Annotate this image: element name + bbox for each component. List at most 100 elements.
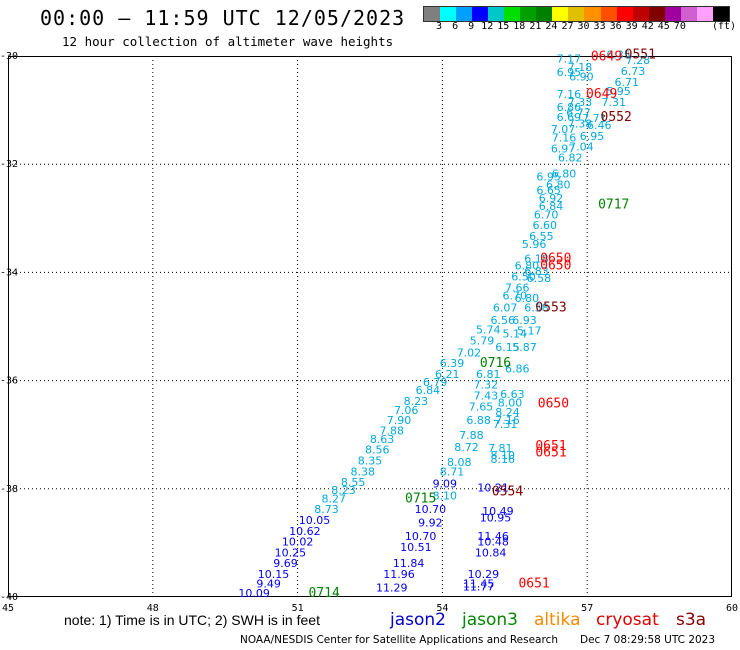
wave-height-label: 6.83	[524, 265, 549, 278]
wave-height-label: 7.04	[569, 141, 594, 154]
wave-height-label: 6.90	[569, 70, 594, 83]
legend-note: note: 1) Time is in UTC; 2) SWH is in fe…	[64, 612, 320, 628]
color-scale-ticks: 3 6 9 12 15 18 21 24 27 30 33 36 39 42 45 70	[423, 21, 728, 33]
pass-time-label: 0650	[540, 259, 571, 274]
pass-time-label: 0716	[480, 356, 511, 371]
satellite-s3a: s3a	[676, 610, 707, 630]
wave-height-label: 7.16	[557, 88, 582, 101]
wave-height-label: 6.71	[615, 76, 640, 89]
wave-height-label: 8.63	[370, 433, 395, 446]
wave-height-label: 7.43	[474, 390, 499, 403]
wave-height-label: 6.15	[495, 341, 520, 354]
wave-height-label: 7.02	[457, 346, 482, 359]
wave-height-label: 10.25	[275, 546, 307, 559]
wave-height-label: 8.72	[454, 441, 479, 454]
color-swatch	[584, 7, 601, 21]
map-plot-area	[8, 56, 732, 597]
wave-height-label: 7.90	[387, 414, 412, 427]
wave-height-label: 6.97	[551, 142, 576, 155]
lon-axis-label: 57	[581, 603, 593, 614]
wave-height-label: 10.49	[482, 505, 514, 518]
wave-height-label: 6.46	[587, 119, 612, 132]
wave-height-label: 7.18	[568, 61, 593, 74]
wave-height-label: 6.56	[490, 314, 515, 327]
color-swatch	[520, 7, 537, 21]
color-scale-tick: 70	[673, 21, 686, 32]
wave-height-label: 6.07	[493, 301, 518, 314]
wave-height-label: 7.32	[474, 379, 499, 392]
wave-height-label: 5.96	[522, 238, 547, 251]
wave-height-label: 5.17	[517, 325, 542, 338]
wave-height-label: 6.80	[515, 260, 540, 273]
wave-height-label: 7.38	[568, 117, 593, 130]
color-swatch	[648, 7, 665, 21]
wave-height-label: 8.24	[495, 406, 520, 419]
wave-height-label: 8.35	[358, 454, 383, 467]
pass-time-label: 0552	[601, 110, 632, 125]
wave-height-label: 6.80	[546, 179, 571, 192]
color-swatch	[456, 7, 473, 21]
wave-height-label: 8.10	[433, 490, 458, 503]
wave-height-label: 7.81	[488, 442, 513, 455]
wave-height-label: 7.65	[469, 400, 494, 413]
color-swatch	[440, 7, 457, 21]
wave-height-label: 10.70	[415, 503, 447, 516]
wave-height-label: 9.49	[256, 577, 281, 590]
footer-credit: NOAA/NESDIS Center for Satellite Applica…	[240, 634, 558, 646]
color-scale-tick: 6	[452, 21, 459, 32]
wave-height-label: 7.71	[582, 112, 607, 125]
color-scale-tick: 36	[609, 21, 622, 32]
color-scale-tick: 15	[497, 21, 510, 32]
wave-height-label: 7.31	[601, 96, 626, 109]
color-swatch	[536, 7, 553, 21]
wave-height-label: 6.95	[580, 130, 605, 143]
color-scale-tick: 45	[657, 21, 670, 32]
page-title: 00:00 — 11:59 UTC 12/05/2023	[40, 6, 406, 30]
wave-height-label: 6.95	[557, 66, 582, 79]
color-swatch	[632, 7, 649, 21]
wave-height-label: 8.56	[365, 444, 390, 457]
wave-height-label: 10.48	[477, 536, 509, 549]
wave-height-label: 8.73	[314, 503, 339, 516]
wave-height-label: 6.86	[505, 362, 530, 375]
color-scale-tick: 9	[468, 21, 475, 32]
wave-height-label: 6.82	[558, 151, 583, 164]
wave-height-label: 8.10	[490, 449, 515, 462]
wave-height-label: 6.77	[566, 107, 591, 120]
wave-height-label: 5.74	[476, 324, 501, 337]
color-scale-unit: (ft)	[712, 21, 737, 32]
wave-height-label: 6.88	[466, 414, 491, 427]
wave-height-label: 8.27	[322, 492, 347, 505]
wave-height-label: 6.70	[534, 208, 559, 221]
wave-height-label: 7.28	[626, 54, 651, 67]
wave-height-label: 8.23	[404, 395, 429, 408]
pass-time-label: 0649	[586, 87, 617, 102]
wave-height-label: 6.39	[440, 357, 465, 370]
color-swatch	[552, 7, 569, 21]
lon-axis-label: 48	[147, 603, 159, 614]
lat-axis-label: -40	[0, 592, 18, 603]
wave-height-label: 6.60	[532, 219, 557, 232]
color-swatch	[568, 7, 585, 21]
color-scale-tick: 21	[529, 21, 542, 32]
lat-axis-label: -36	[0, 376, 18, 387]
lat-axis-label: -30	[0, 51, 18, 62]
color-swatch	[696, 7, 713, 21]
wave-height-label: 9.09	[433, 478, 458, 491]
wave-height-label: 6.84	[416, 384, 441, 397]
color-scale-tick: 18	[513, 21, 526, 32]
wave-height-label: 6.69	[557, 111, 582, 124]
lon-axis-label: 51	[292, 603, 304, 614]
wave-height-label: 9.92	[418, 517, 443, 530]
wave-height-label: 7.16	[552, 131, 577, 144]
wave-height-label: 5.95	[606, 85, 631, 98]
wave-height-label: 10.05	[299, 514, 331, 527]
pass-time-label: 0650	[540, 252, 571, 267]
satellite-jason3: jason3	[462, 610, 518, 630]
wave-height-label: 6.18	[524, 253, 549, 266]
wave-height-label: 7.33	[568, 96, 593, 109]
color-scale-tick: 39	[625, 21, 638, 32]
wave-height-label: 6.58	[524, 301, 549, 314]
wave-height-label: 5.79	[470, 334, 495, 347]
